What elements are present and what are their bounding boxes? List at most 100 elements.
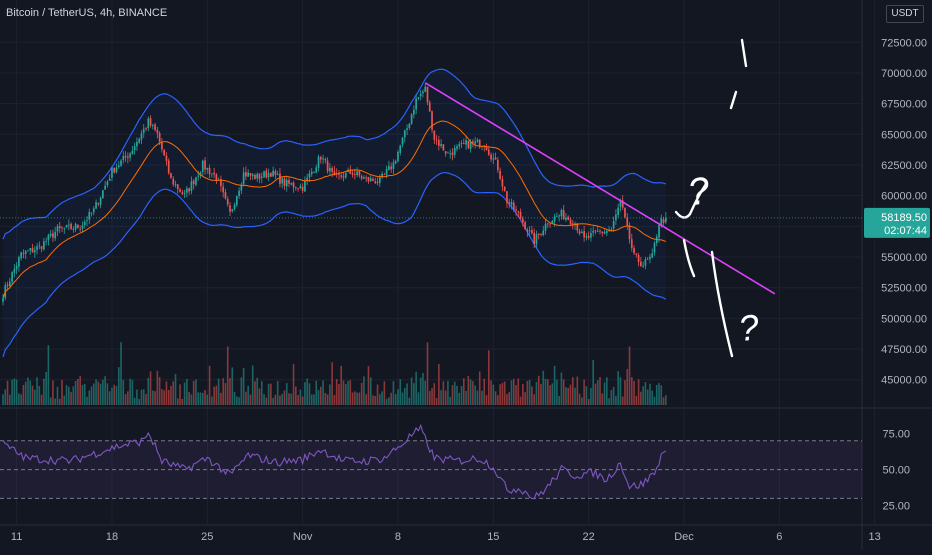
candle <box>140 130 143 145</box>
volume-bar <box>453 381 456 405</box>
candle <box>637 252 640 267</box>
candle-body <box>492 158 495 160</box>
candle-body <box>526 230 529 232</box>
volume-bar <box>413 383 415 405</box>
volume-bar <box>276 381 279 405</box>
volume-bar <box>472 381 474 405</box>
volume-bar <box>186 378 188 405</box>
candle <box>363 175 365 179</box>
candle <box>27 249 29 252</box>
volume-bar <box>224 383 227 405</box>
volume-bar <box>592 359 594 405</box>
candle <box>167 158 170 175</box>
candle <box>624 207 626 219</box>
candle <box>38 241 41 250</box>
volume-bar <box>204 390 206 405</box>
volume-bar <box>49 397 52 405</box>
volume-bar <box>313 394 315 405</box>
candle-body <box>413 109 415 115</box>
candle-body <box>158 133 161 142</box>
candle <box>61 226 63 233</box>
candle-body <box>61 227 63 229</box>
volume-bar <box>467 375 470 405</box>
volume-bar <box>587 398 590 405</box>
candle-body <box>605 230 608 233</box>
volume-bar <box>342 380 345 405</box>
candle-body <box>640 261 642 267</box>
volume-bar <box>644 382 647 405</box>
candle <box>537 232 540 240</box>
volume-bar <box>583 379 585 405</box>
hand-check-mark <box>674 182 708 219</box>
volume-bar <box>340 365 343 405</box>
candle <box>515 205 517 216</box>
candle <box>133 142 136 155</box>
candle-body <box>27 250 29 252</box>
candle <box>608 225 610 232</box>
volume-bar <box>329 384 331 405</box>
candle-body <box>426 86 429 103</box>
candle-body <box>226 198 229 205</box>
candle <box>403 129 406 143</box>
volume-bar <box>40 394 43 405</box>
candle-body <box>458 144 461 147</box>
candle-body <box>512 202 515 210</box>
volume-bar <box>249 394 252 405</box>
candle-body <box>254 174 256 179</box>
candle <box>88 208 91 225</box>
candle-body <box>88 211 91 220</box>
candle-body <box>108 178 111 181</box>
currency-button[interactable]: USDT <box>886 5 924 23</box>
volume-bar <box>299 389 302 405</box>
candle <box>181 189 184 196</box>
candle-body <box>127 156 129 158</box>
candle-body <box>528 230 531 232</box>
candle <box>354 168 356 180</box>
candle-body <box>635 253 638 255</box>
candle-body <box>47 234 50 241</box>
candle-body <box>349 170 352 174</box>
candle-body <box>354 173 356 175</box>
candle-body <box>283 178 286 187</box>
volume-bar <box>642 386 644 405</box>
candle-body <box>70 223 72 229</box>
candle <box>270 172 272 178</box>
candle-body <box>74 224 77 230</box>
candle-body <box>210 173 213 175</box>
candle-body <box>601 231 604 233</box>
volume-bar <box>47 345 50 405</box>
candle <box>304 176 306 192</box>
volume-bar <box>660 385 663 405</box>
candle-body <box>624 207 626 218</box>
candle <box>20 251 23 261</box>
candle-body <box>615 214 617 221</box>
time-tick-label: Nov <box>293 531 313 543</box>
volume-bar <box>433 383 436 405</box>
candle-body <box>415 98 417 110</box>
candle <box>381 171 383 179</box>
candle-body <box>86 220 88 221</box>
candle <box>478 139 481 149</box>
candle-body <box>646 258 649 260</box>
candle <box>344 172 347 180</box>
candle-body <box>6 284 9 286</box>
volume-bar <box>347 380 349 405</box>
candle <box>13 264 16 278</box>
candle-body <box>603 232 606 234</box>
candle-body <box>242 172 245 184</box>
volume-bar <box>167 389 170 405</box>
volume-bar <box>610 390 613 405</box>
candle-body <box>333 171 336 175</box>
hand-stroke <box>682 238 696 278</box>
candle-body <box>188 188 190 192</box>
candle-body <box>456 146 458 149</box>
candle <box>431 110 433 133</box>
candle-body <box>308 173 311 178</box>
candle-body <box>276 174 279 176</box>
volume-bar <box>56 386 59 405</box>
volume-bar <box>120 342 122 405</box>
volume-bar <box>283 390 286 405</box>
candle-body <box>447 152 449 154</box>
